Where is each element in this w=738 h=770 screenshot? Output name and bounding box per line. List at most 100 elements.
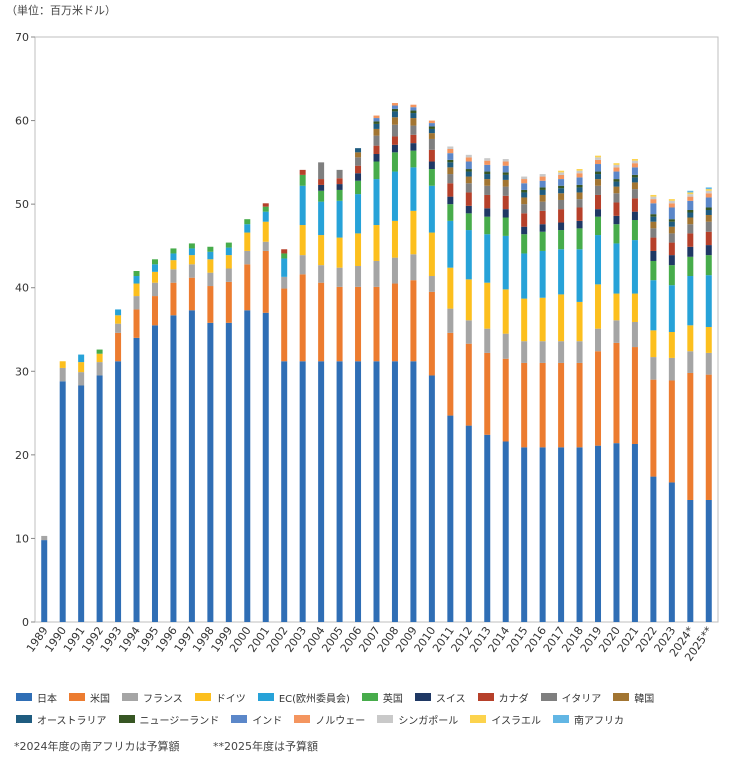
bar-segment — [115, 323, 122, 333]
bar-segment — [650, 199, 657, 204]
bar-segment — [373, 115, 380, 119]
bar-segment — [650, 280, 657, 331]
legend-swatch — [613, 693, 630, 701]
bar-segment — [225, 281, 232, 323]
bar-segment — [225, 268, 232, 282]
bar-segment — [595, 351, 602, 446]
bar-segment — [613, 342, 620, 444]
bar-segment — [244, 310, 251, 622]
bar-segment — [410, 113, 417, 119]
bar-segment — [447, 220, 454, 268]
bar-segment — [355, 286, 362, 362]
legend-label: ドイツ — [215, 693, 246, 705]
bar-segment — [391, 283, 398, 362]
bar-segment — [650, 357, 657, 380]
bar-segment — [502, 333, 509, 359]
bar-segment — [447, 162, 454, 168]
bar-segment — [281, 253, 288, 259]
bar-segment — [502, 235, 509, 290]
bar-segment — [336, 169, 343, 179]
legend-item: シンガポール — [377, 712, 458, 727]
bar-segment — [595, 185, 602, 195]
legend-label: ノルウェー — [315, 715, 366, 727]
bar-segment — [391, 171, 398, 221]
bar-segment — [391, 152, 398, 172]
bar-segment — [576, 362, 583, 448]
bar-segment — [595, 179, 602, 186]
bar-segment — [650, 194, 657, 197]
bar-segment — [705, 209, 712, 216]
bar-segment — [428, 126, 435, 129]
bar-segment — [391, 103, 398, 106]
bar-segment — [650, 196, 657, 200]
bar-segment — [687, 194, 694, 197]
bar-segment — [502, 165, 509, 173]
bar-segment — [465, 169, 472, 172]
bar-segment — [299, 274, 306, 362]
bar-segment — [502, 358, 509, 442]
bar-segment — [502, 159, 509, 162]
bar-segment — [133, 309, 140, 338]
bar-segment — [539, 447, 546, 622]
bar-segment — [188, 248, 195, 256]
bar-segment — [299, 185, 306, 226]
bar-segment — [355, 180, 362, 195]
bar-segment — [650, 250, 657, 261]
bar-segment — [115, 309, 122, 316]
bar-segment — [484, 160, 491, 165]
bar-segment — [705, 215, 712, 222]
bar-segment — [391, 136, 398, 145]
bar-segment — [410, 210, 417, 255]
bar-segment — [318, 184, 325, 191]
legend-label: シンガポール — [398, 715, 459, 727]
bar-segment — [521, 447, 528, 622]
bar-segment — [391, 144, 398, 153]
bar-segment — [318, 190, 325, 202]
legend-swatch — [118, 715, 135, 723]
footnote-2025: **2025年度は予算額 — [213, 740, 318, 753]
bar-segment — [558, 230, 565, 250]
bar-segment — [391, 105, 398, 109]
bar-segment — [595, 155, 602, 158]
bar-segment — [465, 157, 472, 162]
bar-segment — [539, 210, 546, 225]
bar-segment — [576, 184, 583, 188]
bar-segment — [225, 242, 232, 248]
bar-segment — [355, 148, 362, 153]
bar-segment — [428, 185, 435, 233]
bar-segment — [631, 167, 638, 175]
bar-segment — [521, 253, 528, 299]
bar-segment — [484, 179, 491, 186]
bar-segment — [96, 362, 103, 376]
unit-label: （単位：百万米ドル） — [6, 4, 116, 17]
bar-segment — [668, 357, 675, 381]
bar-segment — [595, 445, 602, 622]
y-tick-label: 60 — [15, 115, 29, 128]
bar-segment — [133, 283, 140, 297]
bar-segment — [576, 187, 583, 193]
bar-segment — [207, 322, 214, 622]
legend-swatch — [477, 693, 494, 701]
bar-segment — [539, 297, 546, 342]
bar-segment — [355, 152, 362, 158]
legend-label: 日本 — [37, 693, 57, 705]
bar-segment — [502, 289, 509, 334]
bar-segment — [299, 255, 306, 275]
y-tick-label: 70 — [15, 31, 29, 44]
bar-segment — [687, 209, 694, 213]
bar-segment — [650, 379, 657, 477]
legend-label: 韓国 — [634, 693, 655, 705]
bar-segment — [558, 188, 565, 194]
bar-segment — [668, 255, 675, 266]
bar-segment — [410, 254, 417, 281]
bar-segment — [355, 265, 362, 287]
bar-segment — [502, 209, 509, 218]
bar-segment — [465, 176, 472, 184]
bar-segment — [576, 199, 583, 208]
bar-segment — [465, 183, 472, 193]
bar-segment — [465, 320, 472, 344]
bar-segment — [558, 170, 565, 173]
stacked-bar-chart: 0102030405060701989199019911992199319941… — [15, 31, 719, 664]
bar-segment — [521, 234, 528, 254]
bar-segment — [391, 117, 398, 125]
